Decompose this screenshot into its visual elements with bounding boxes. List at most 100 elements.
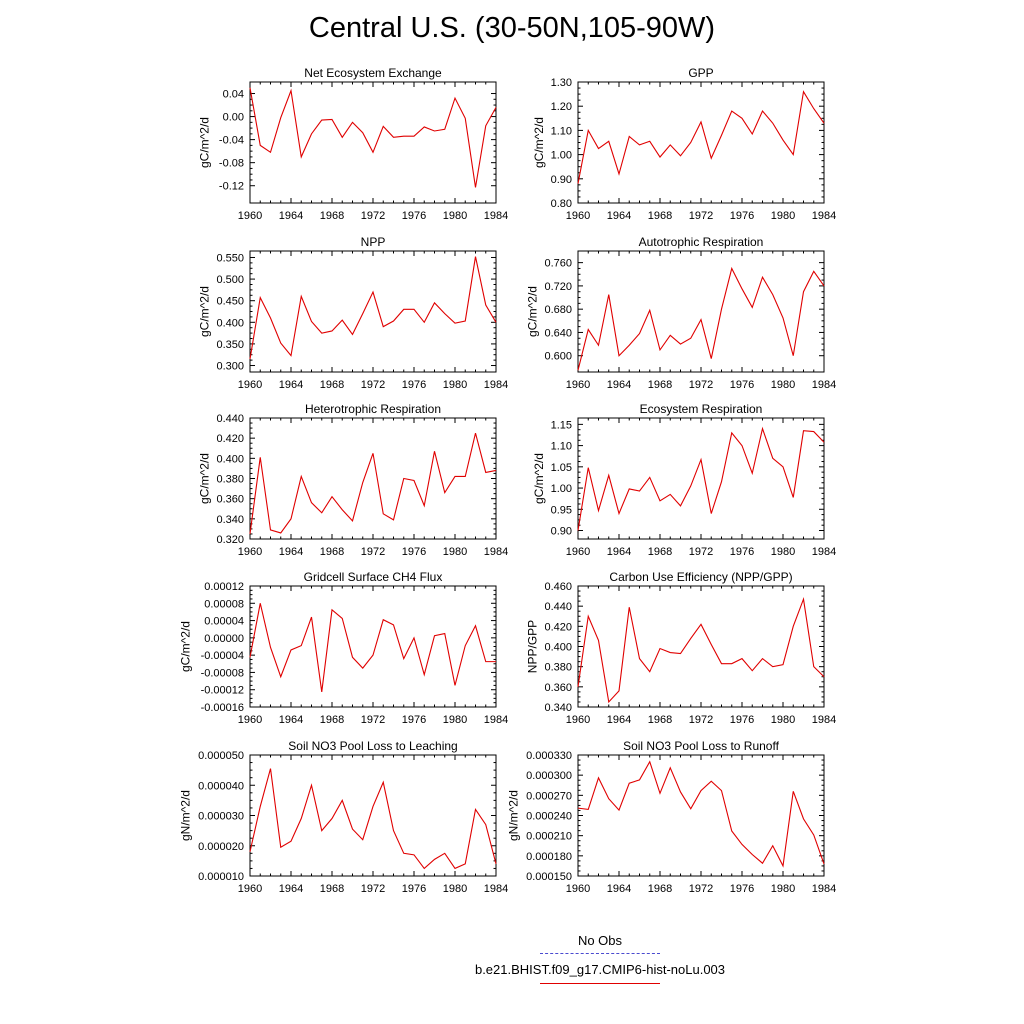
series-line <box>577 426 825 531</box>
x-tick-label: 1972 <box>689 883 713 895</box>
x-tick-label: 1960 <box>238 210 262 222</box>
x-tick-label: 1964 <box>607 714 631 726</box>
x-tick-label: 1976 <box>402 210 426 222</box>
x-tick-label: 1968 <box>648 546 672 558</box>
series-line <box>249 432 497 535</box>
x-tick-label: 1964 <box>607 379 631 391</box>
y-tick-label: 1.30 <box>551 77 572 89</box>
y-tick-label: 0.550 <box>216 252 244 264</box>
x-tick-label: 1964 <box>607 546 631 558</box>
x-tick-label: 1968 <box>320 546 344 558</box>
x-tick-label: 1964 <box>279 546 303 558</box>
y-tick-label: 0.000330 <box>526 750 572 762</box>
y-tick-label: 0.500 <box>216 274 244 286</box>
y-tick-label: -0.04 <box>219 135 244 147</box>
y-tick-label: 0.420 <box>544 621 572 633</box>
y-axis-label: NPP/GPP <box>526 620 540 673</box>
y-tick-label: 1.05 <box>551 462 572 474</box>
y-tick-label: 0.460 <box>544 581 572 593</box>
chart-panel: Ecosystem Respiration 1960 1964 1968 1972 197… <box>532 402 836 558</box>
y-tick-label: 0.640 <box>544 327 572 339</box>
y-tick-label: -0.12 <box>219 181 244 193</box>
series-line <box>577 596 825 704</box>
x-tick-label: 1980 <box>771 883 795 895</box>
x-tick-label: 1960 <box>238 546 262 558</box>
x-tick-label: 1976 <box>730 546 754 558</box>
y-tick-label: 0.00004 <box>204 616 244 628</box>
legend-case-label: b.e21.BHIST.f09_g17.CMIP6-hist-noLu.003 <box>474 962 726 977</box>
plot-frame <box>577 585 825 708</box>
x-tick-label: 1976 <box>402 714 426 726</box>
chart-title: Soil NO3 Pool Loss to Leaching <box>288 739 457 753</box>
y-axis-label: gC/m^2/d <box>532 117 546 168</box>
x-tick-label: 1972 <box>361 546 385 558</box>
series-line <box>577 90 825 184</box>
x-tick-label: 1968 <box>320 379 344 391</box>
x-tick-label: 1972 <box>361 379 385 391</box>
y-tick-label: 0.00000 <box>204 633 244 645</box>
x-tick-label: 1980 <box>771 379 795 391</box>
plot-frame <box>249 417 497 540</box>
x-tick-label: 1980 <box>443 714 467 726</box>
x-tick-label: 1960 <box>566 546 590 558</box>
legend-obs-label: No Obs <box>577 933 623 948</box>
y-tick-label: 0.600 <box>544 351 572 363</box>
y-tick-label: 1.00 <box>551 483 572 495</box>
y-tick-label: 0.400 <box>216 453 244 465</box>
x-tick-label: 1972 <box>689 714 713 726</box>
y-tick-label: 0.300 <box>216 361 244 373</box>
y-tick-label: 0.00 <box>223 112 244 124</box>
x-tick-label: 1964 <box>279 379 303 391</box>
y-tick-label: 0.360 <box>216 494 244 506</box>
x-tick-label: 1976 <box>730 379 754 391</box>
y-tick-label: 1.10 <box>551 125 572 137</box>
plot-frame <box>577 250 825 373</box>
x-tick-label: 1984 <box>812 210 836 222</box>
x-tick-label: 1976 <box>730 714 754 726</box>
y-tick-label: -0.00008 <box>201 667 244 679</box>
x-tick-label: 1980 <box>443 883 467 895</box>
y-tick-label: 0.450 <box>216 296 244 308</box>
x-tick-label: 1984 <box>812 883 836 895</box>
y-tick-label: -0.08 <box>219 158 244 170</box>
x-tick-label: 1980 <box>443 379 467 391</box>
y-axis-label: gC/m^2/d <box>532 453 546 504</box>
y-tick-label: 1.15 <box>551 419 572 431</box>
y-tick-label: 0.680 <box>544 304 572 316</box>
series-line <box>249 256 497 360</box>
x-tick-label: 1972 <box>361 714 385 726</box>
y-tick-label: 0.400 <box>544 642 572 654</box>
x-tick-label: 1972 <box>689 210 713 222</box>
chart-panel: Soil NO3 Pool Loss to Leaching 1960 1964 19… <box>179 739 509 895</box>
x-tick-label: 1984 <box>484 546 508 558</box>
x-tick-label: 1972 <box>361 883 385 895</box>
y-tick-label: 0.340 <box>544 702 572 714</box>
y-tick-label: 0.000270 <box>526 790 572 802</box>
x-tick-label: 1960 <box>238 883 262 895</box>
x-tick-label: 1980 <box>443 546 467 558</box>
y-tick-label: 0.000040 <box>198 780 244 792</box>
x-tick-label: 1964 <box>279 714 303 726</box>
x-tick-label: 1968 <box>648 379 672 391</box>
x-tick-label: 1976 <box>730 210 754 222</box>
y-tick-label: -0.00004 <box>201 650 244 662</box>
chart-title: Soil NO3 Pool Loss to Runoff <box>623 739 780 753</box>
x-tick-label: 1976 <box>402 883 426 895</box>
y-tick-label: 0.000020 <box>198 841 244 853</box>
x-tick-label: 1984 <box>812 546 836 558</box>
y-tick-label: 0.000010 <box>198 871 244 883</box>
y-axis-label: gC/m^2/d <box>198 453 212 504</box>
series-line <box>249 603 496 692</box>
x-tick-label: 1984 <box>484 883 508 895</box>
x-tick-label: 1964 <box>279 883 303 895</box>
page-title: Central U.S. (30-50N,105-90W) <box>308 12 716 44</box>
y-tick-label: 0.00008 <box>204 598 244 610</box>
y-tick-label: 0.000150 <box>526 871 572 883</box>
y-tick-label: 0.440 <box>216 413 244 425</box>
chart-title: NPP <box>361 235 386 249</box>
legend-obs-line <box>540 953 660 954</box>
y-tick-label: 0.000030 <box>198 811 244 823</box>
x-tick-label: 1976 <box>730 883 754 895</box>
x-tick-label: 1960 <box>566 883 590 895</box>
